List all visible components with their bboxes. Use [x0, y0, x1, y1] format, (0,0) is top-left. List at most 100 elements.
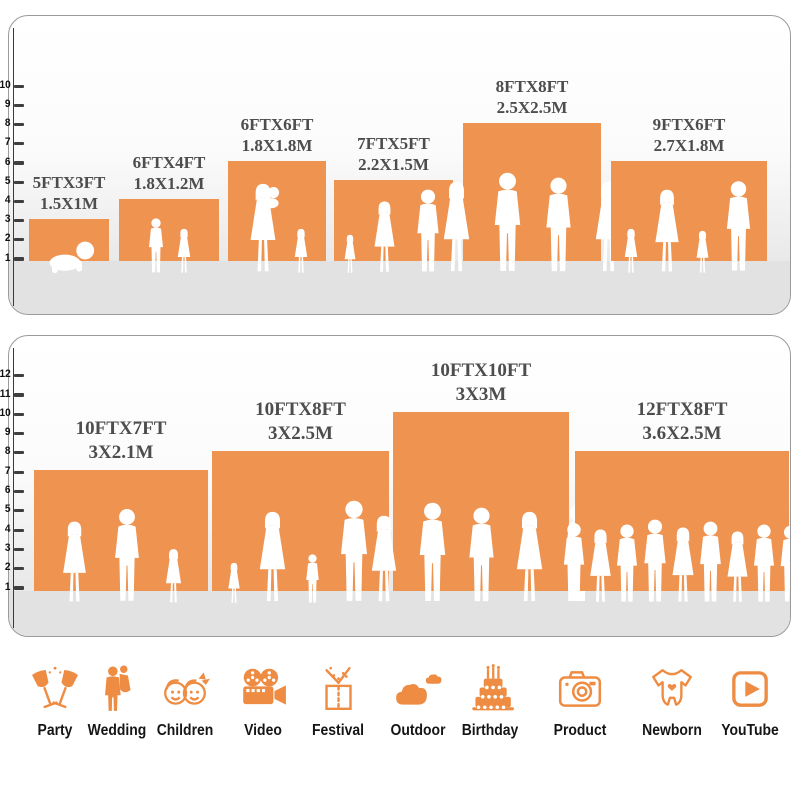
- axis-tick: [14, 567, 24, 571]
- woman-silhouette: [672, 527, 694, 602]
- party-icon: [30, 664, 80, 714]
- newborn-icon: [647, 664, 697, 714]
- woman-silhouette: [516, 511, 542, 602]
- size-ft-text: 9FTX6FT: [652, 115, 726, 134]
- axis-tick: [14, 393, 24, 397]
- size-ft-text: 6FTX6FT: [240, 115, 314, 134]
- category-item-birthday: Birthday: [442, 664, 538, 740]
- man-silhouette: [754, 524, 774, 602]
- boy-silhouette: [149, 218, 163, 273]
- axis-tick-label: 4: [4, 522, 11, 535]
- category-item-youtube: YouTube: [702, 664, 798, 740]
- people-silhouettes: [107, 218, 231, 274]
- small-backdrops-panel: 5FTX3FT 1.5X1M 6FTX4FT 1.8X1.2M 6FTX6FT 1.8…: [8, 15, 791, 315]
- product-icon: [555, 664, 605, 714]
- axis-tick-label: 3: [4, 541, 11, 554]
- category-label: Festival: [312, 722, 364, 739]
- size-m-text: 1.8X1.8M: [241, 136, 313, 155]
- axis-tick-label: 5: [4, 174, 11, 187]
- woman-silhouette: [374, 201, 395, 272]
- axis-tick-label: 7: [4, 136, 11, 149]
- size-m-text: 2.2X1.5M: [358, 155, 429, 175]
- axis-tick-label: 6: [4, 155, 11, 168]
- people-silhouettes: [443, 172, 621, 274]
- woman-silhouette: [259, 511, 286, 602]
- man-silhouette: [468, 507, 494, 602]
- woman-silhouette: [654, 189, 679, 272]
- bar-size-label: 7FTX5FT 2.2X1.5M: [274, 133, 514, 175]
- axis-tick: [14, 199, 24, 203]
- axis-tick: [14, 470, 24, 474]
- size-ft-text: 10FTX7FT: [75, 418, 167, 440]
- axis-tick-label: 2: [4, 232, 11, 245]
- category-label: Newborn: [642, 722, 702, 739]
- axis-tick-label: 1: [4, 251, 11, 264]
- ground-strip: [9, 261, 790, 314]
- size-ft-text: 10FTX10FT: [430, 360, 532, 382]
- girl-silhouette: [177, 228, 191, 273]
- girl-silhouette: [696, 230, 708, 273]
- axis-tick-label: 1: [4, 580, 11, 593]
- man-silhouette: [341, 500, 367, 601]
- children-icon: [160, 664, 210, 714]
- size-ft-text: 7FTX5FT: [357, 134, 430, 154]
- girl-silhouette: [624, 228, 637, 273]
- woman-silhouette: [590, 529, 611, 602]
- y-axis: [12, 348, 14, 628]
- man-silhouette: [417, 189, 439, 272]
- axis-tick-label: 7: [4, 464, 11, 477]
- people-silhouettes: [200, 500, 401, 604]
- girl-silhouette: [344, 234, 356, 273]
- bar-size-label: 6FTX4FT 1.8X1.2M: [49, 152, 289, 194]
- axis-tick: [14, 509, 24, 513]
- axis-tick-label: 3: [4, 213, 11, 226]
- axis-tick: [14, 451, 24, 455]
- video-icon: [238, 664, 288, 714]
- girl-silhouette: [294, 228, 308, 273]
- axis-tick-label: 8: [4, 445, 11, 458]
- axis-tick: [14, 142, 24, 146]
- size-m-text: 2.7X1.8M: [653, 136, 725, 155]
- girl-silhouette: [228, 562, 240, 603]
- size-ft-text: 5FTX3FT: [32, 172, 106, 192]
- man-silhouette: [780, 525, 790, 602]
- axis-tick: [14, 586, 24, 590]
- axis-tick: [14, 547, 24, 551]
- woman-silhouette: [371, 515, 396, 602]
- axis-tick: [14, 412, 24, 416]
- axis-tick: [14, 257, 24, 261]
- outdoor-icon: [393, 664, 443, 714]
- people-silhouettes: [371, 502, 590, 604]
- axis-tick-label: 11: [0, 387, 11, 400]
- backdrop-bar-5ftx3ft: [29, 218, 109, 261]
- axis-tick-label: 8: [4, 117, 11, 130]
- people-silhouettes: [216, 182, 338, 274]
- people-silhouettes: [322, 189, 465, 274]
- size-m-text: 1.8X1.2M: [133, 174, 205, 194]
- axis-tick: [14, 528, 24, 532]
- festival-icon: [313, 664, 363, 714]
- man-silhouette: [617, 524, 637, 602]
- man-silhouette: [700, 521, 721, 602]
- axis-tick: [14, 84, 24, 88]
- woman-silhouette: [443, 181, 469, 272]
- birthday-icon: [465, 664, 515, 714]
- axis-tick: [14, 374, 24, 378]
- size-m-text: 3X3M: [455, 384, 507, 406]
- axis-tick-label: 10: [0, 406, 11, 419]
- bar-size-label: 8FTX8FT 2.5X2.5M: [412, 76, 652, 118]
- category-label: YouTube: [721, 722, 779, 739]
- man-silhouette: [563, 523, 585, 602]
- boy-silhouette: [306, 554, 319, 603]
- bar-size-label: 10FTX7FT 3X2.1M: [9, 417, 241, 465]
- category-item-party: Party: [7, 664, 103, 740]
- bar-size-label: 9FTX6FT 2.7X1.8M: [569, 114, 790, 156]
- baby-silhouette: [49, 241, 95, 274]
- category-label: Wedding: [87, 722, 147, 739]
- category-item-video: Video: [215, 664, 311, 740]
- youtube-icon: [725, 664, 775, 714]
- category-item-children: Children: [137, 664, 233, 740]
- bar-size-label: 10FTX8FT 3X2.5M: [181, 398, 421, 446]
- woman-silhouette: [63, 521, 86, 602]
